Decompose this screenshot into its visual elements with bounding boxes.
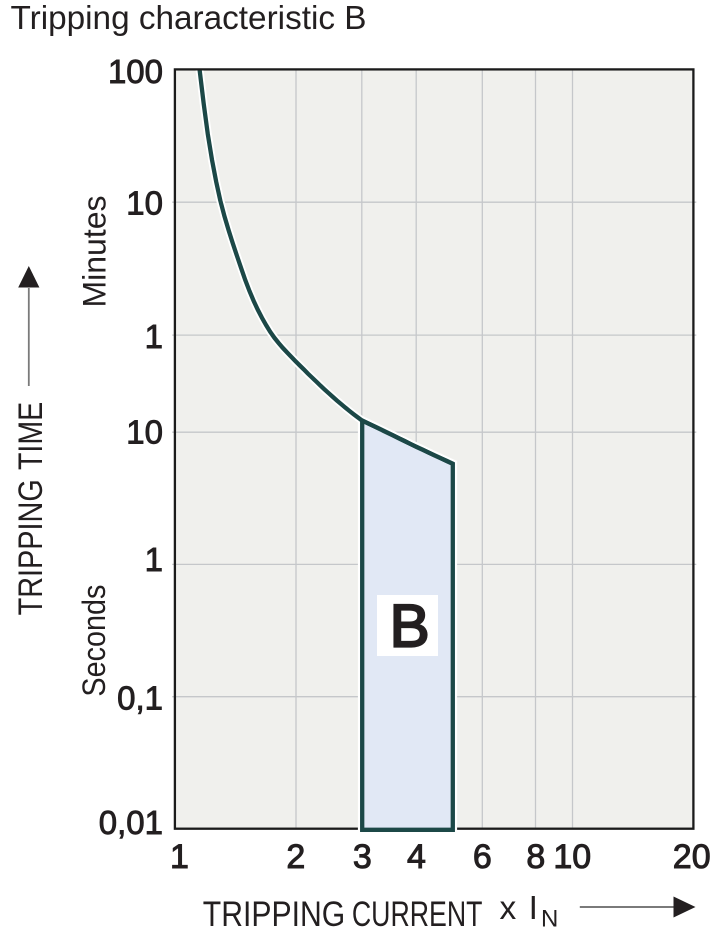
svg-text:TRIPPING: TRIPPING	[12, 479, 50, 615]
svg-text:10: 10	[126, 184, 163, 221]
svg-text:100: 100	[108, 53, 163, 90]
svg-text:1: 1	[145, 541, 163, 578]
svg-text:20: 20	[673, 838, 711, 876]
svg-text:6: 6	[473, 838, 492, 876]
svg-text:1: 1	[145, 318, 163, 355]
svg-text:B: B	[390, 593, 430, 660]
svg-text:4: 4	[407, 838, 426, 876]
svg-text:2: 2	[286, 838, 305, 876]
svg-text:x: x	[500, 890, 517, 927]
svg-text:Minutes: Minutes	[76, 196, 112, 308]
svg-text:Seconds: Seconds	[76, 585, 112, 697]
svg-text:0,1: 0,1	[117, 680, 163, 717]
svg-text:10: 10	[126, 414, 163, 451]
svg-text:TRIPPING: TRIPPING	[203, 895, 345, 934]
svg-text:I: I	[529, 890, 538, 927]
svg-text:N: N	[541, 906, 558, 933]
svg-text:CURRENT: CURRENT	[352, 895, 483, 934]
svg-text:1: 1	[170, 838, 189, 876]
svg-text:0,01: 0,01	[99, 804, 163, 841]
svg-text:3: 3	[353, 838, 372, 876]
svg-text:Tripping characteristic B: Tripping characteristic B	[11, 0, 367, 36]
svg-text:10: 10	[553, 838, 591, 876]
svg-text:TIME: TIME	[12, 402, 50, 470]
svg-text:8: 8	[526, 838, 545, 876]
